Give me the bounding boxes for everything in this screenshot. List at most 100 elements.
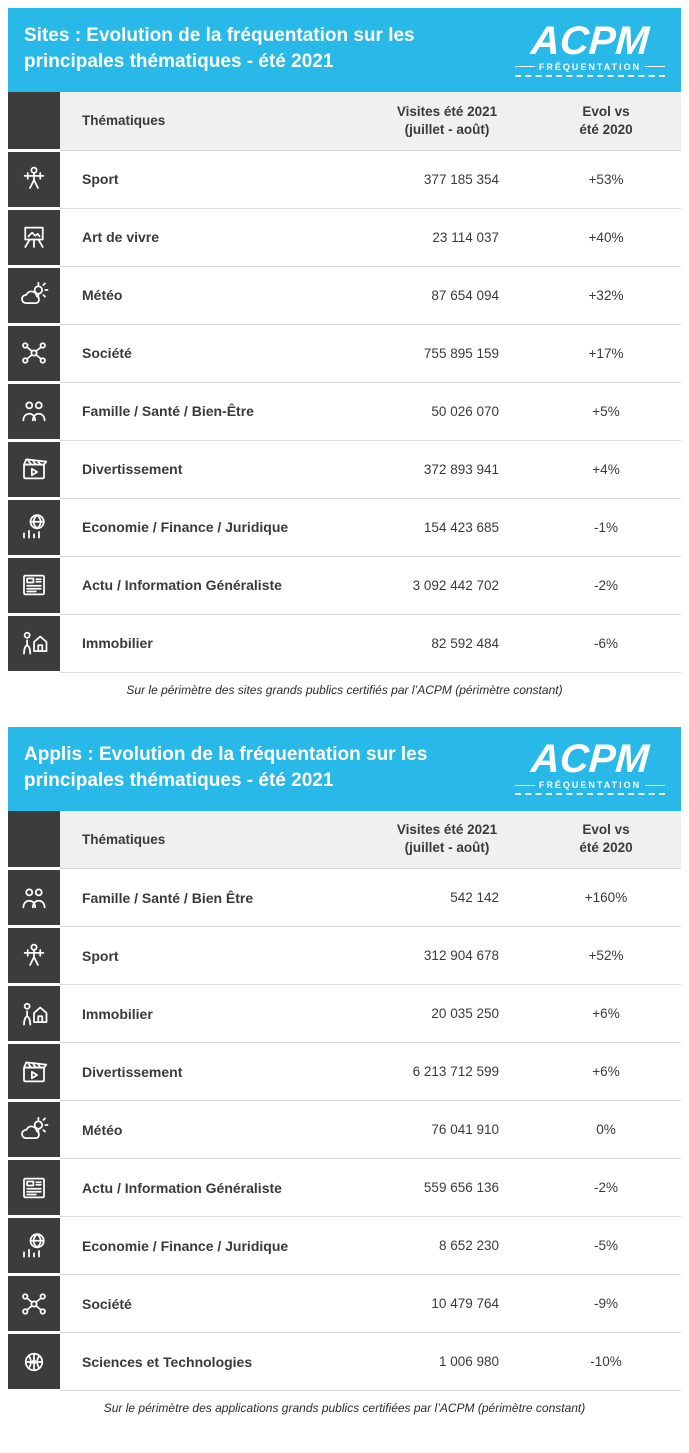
sites-banner: Sites : Evolution de la fréquentation su… — [8, 8, 681, 92]
table-header-row: Thématiques Visites été 2021 (juillet - … — [8, 92, 681, 152]
applis-table: Thématiques Visites été 2021 (juillet - … — [8, 810, 681, 1392]
acpm-logo-subtitle: FRÉQUENTATION — [515, 780, 665, 790]
visits-value: 755 895 159 — [363, 324, 531, 383]
table-row: Art de vivre 23 114 037 +40% — [8, 208, 681, 268]
theme-label: Météo — [60, 266, 363, 325]
applis-footnote: Sur le périmètre des applications grands… — [103, 1401, 586, 1415]
sites-table: Thématiques Visites été 2021 (juillet - … — [8, 92, 681, 674]
evol-value: -10% — [531, 1332, 681, 1391]
acpm-logo-brand: ACPM — [529, 737, 651, 781]
visits-value: 377 185 354 — [363, 150, 531, 209]
sciences-icon — [8, 1332, 60, 1392]
evol-value: -6% — [531, 614, 681, 673]
art-de-vivre-icon — [8, 208, 60, 268]
table-row: Actu / Information Généraliste 559 656 1… — [8, 1158, 681, 1218]
visits-value: 87 654 094 — [363, 266, 531, 325]
theme-label: Sport — [60, 926, 363, 985]
header-icon-spacer — [8, 92, 60, 152]
visits-value: 76 041 910 — [363, 1100, 531, 1159]
applis-panel: Applis : Evolution de la fréquentation s… — [8, 726, 681, 1418]
theme-label: Immobilier — [60, 614, 363, 673]
table-row: Sport 377 185 354 +53% — [8, 150, 681, 210]
acpm-logo-subtitle: FRÉQUENTATION — [515, 62, 665, 72]
economie-icon — [8, 1216, 60, 1276]
table-row: Immobilier 82 592 484 -6% — [8, 614, 681, 674]
acpm-logo-dashes — [515, 793, 665, 795]
visits-value: 23 114 037 — [363, 208, 531, 267]
visits-value: 8 652 230 — [363, 1216, 531, 1275]
evol-value: -2% — [531, 1158, 681, 1217]
visits-value: 372 893 941 — [363, 440, 531, 499]
acpm-logo-dashes — [515, 74, 665, 77]
divertissement-icon — [8, 440, 60, 500]
sites-title: Sites : Evolution de la fréquentation su… — [24, 25, 415, 72]
sport-icon — [8, 926, 60, 986]
table-row: Famille / Santé / Bien Être 542 142 +160… — [8, 868, 681, 928]
evol-value: +6% — [531, 984, 681, 1043]
header-icon-spacer — [8, 810, 60, 870]
theme-label: Economie / Finance / Juridique — [60, 1216, 363, 1275]
column-header-visites: Visites été 2021 (juillet - août) — [363, 810, 531, 869]
sport-icon — [8, 150, 60, 210]
visits-value: 542 142 — [363, 868, 531, 927]
visits-value: 559 656 136 — [363, 1158, 531, 1217]
theme-label: Société — [60, 1274, 363, 1333]
table-row: Actu / Information Généraliste 3 092 442… — [8, 556, 681, 616]
immobilier-icon — [8, 984, 60, 1044]
evol-value: +5% — [531, 382, 681, 441]
theme-label: Sport — [60, 150, 363, 209]
table-row: Famille / Santé / Bien-Être 50 026 070 +… — [8, 382, 681, 442]
divertissement-icon — [8, 1042, 60, 1102]
theme-label: Famille / Santé / Bien-Être — [60, 382, 363, 441]
sites-panel: Sites : Evolution de la fréquentation su… — [8, 8, 681, 699]
theme-label: Economie / Finance / Juridique — [60, 498, 363, 557]
immobilier-icon — [8, 614, 60, 674]
evol-value: +160% — [531, 868, 681, 927]
acpm-logo-brand: ACPM — [529, 18, 651, 63]
theme-label: Sciences et Technologies — [60, 1332, 363, 1391]
acpm-logo-subtitle-text: FRÉQUENTATION — [538, 780, 642, 790]
theme-label: Actu / Information Généraliste — [60, 1158, 363, 1217]
table-row: Divertissement 6 213 712 599 +6% — [8, 1042, 681, 1102]
evol-value: 0% — [531, 1100, 681, 1159]
sites-footnote: Sur le périmètre des sites grands public… — [126, 682, 563, 697]
evol-value: +52% — [531, 926, 681, 985]
table-row: Sport 312 904 678 +52% — [8, 926, 681, 986]
visits-value: 312 904 678 — [363, 926, 531, 985]
visits-value: 1 006 980 — [363, 1332, 531, 1391]
evol-value: -2% — [531, 556, 681, 615]
column-header-evol: Evol vs été 2020 — [531, 810, 681, 869]
societe-icon — [8, 1274, 60, 1334]
evol-value: +6% — [531, 1042, 681, 1101]
column-header-thematiques: Thématiques — [60, 810, 363, 869]
theme-label: Divertissement — [60, 440, 363, 499]
column-header-evol: Evol vs été 2020 — [531, 92, 681, 151]
theme-label: Immobilier — [60, 984, 363, 1043]
meteo-icon — [8, 1100, 60, 1160]
acpm-logo: ACPM FRÉQUENTATION — [515, 18, 665, 77]
theme-label: Société — [60, 324, 363, 383]
theme-label: Art de vivre — [60, 208, 363, 267]
societe-icon — [8, 324, 60, 384]
table-row: Société 10 479 764 -9% — [8, 1274, 681, 1334]
evol-value: +32% — [531, 266, 681, 325]
table-row: Sciences et Technologies 1 006 980 -10% — [8, 1332, 681, 1392]
economie-icon — [8, 498, 60, 558]
applis-banner: Applis : Evolution de la fréquentation s… — [8, 726, 681, 811]
visits-value: 50 026 070 — [363, 382, 531, 441]
visits-value: 82 592 484 — [363, 614, 531, 673]
evol-value: +40% — [531, 208, 681, 267]
evol-value: +53% — [531, 150, 681, 209]
meteo-icon — [8, 266, 60, 326]
theme-label: Météo — [60, 1100, 363, 1159]
evol-value: +17% — [531, 324, 681, 383]
evol-value: +4% — [531, 440, 681, 499]
table-row: Economie / Finance / Juridique 8 652 230… — [8, 1216, 681, 1276]
famille-icon — [8, 868, 60, 928]
column-header-visites: Visites été 2021 (juillet - août) — [363, 92, 531, 151]
evol-value: -9% — [531, 1274, 681, 1333]
visits-value: 154 423 685 — [363, 498, 531, 557]
applis-title: Applis : Evolution de la fréquentation s… — [24, 743, 428, 791]
theme-label: Divertissement — [60, 1042, 363, 1101]
theme-label: Famille / Santé / Bien Être — [60, 868, 363, 927]
